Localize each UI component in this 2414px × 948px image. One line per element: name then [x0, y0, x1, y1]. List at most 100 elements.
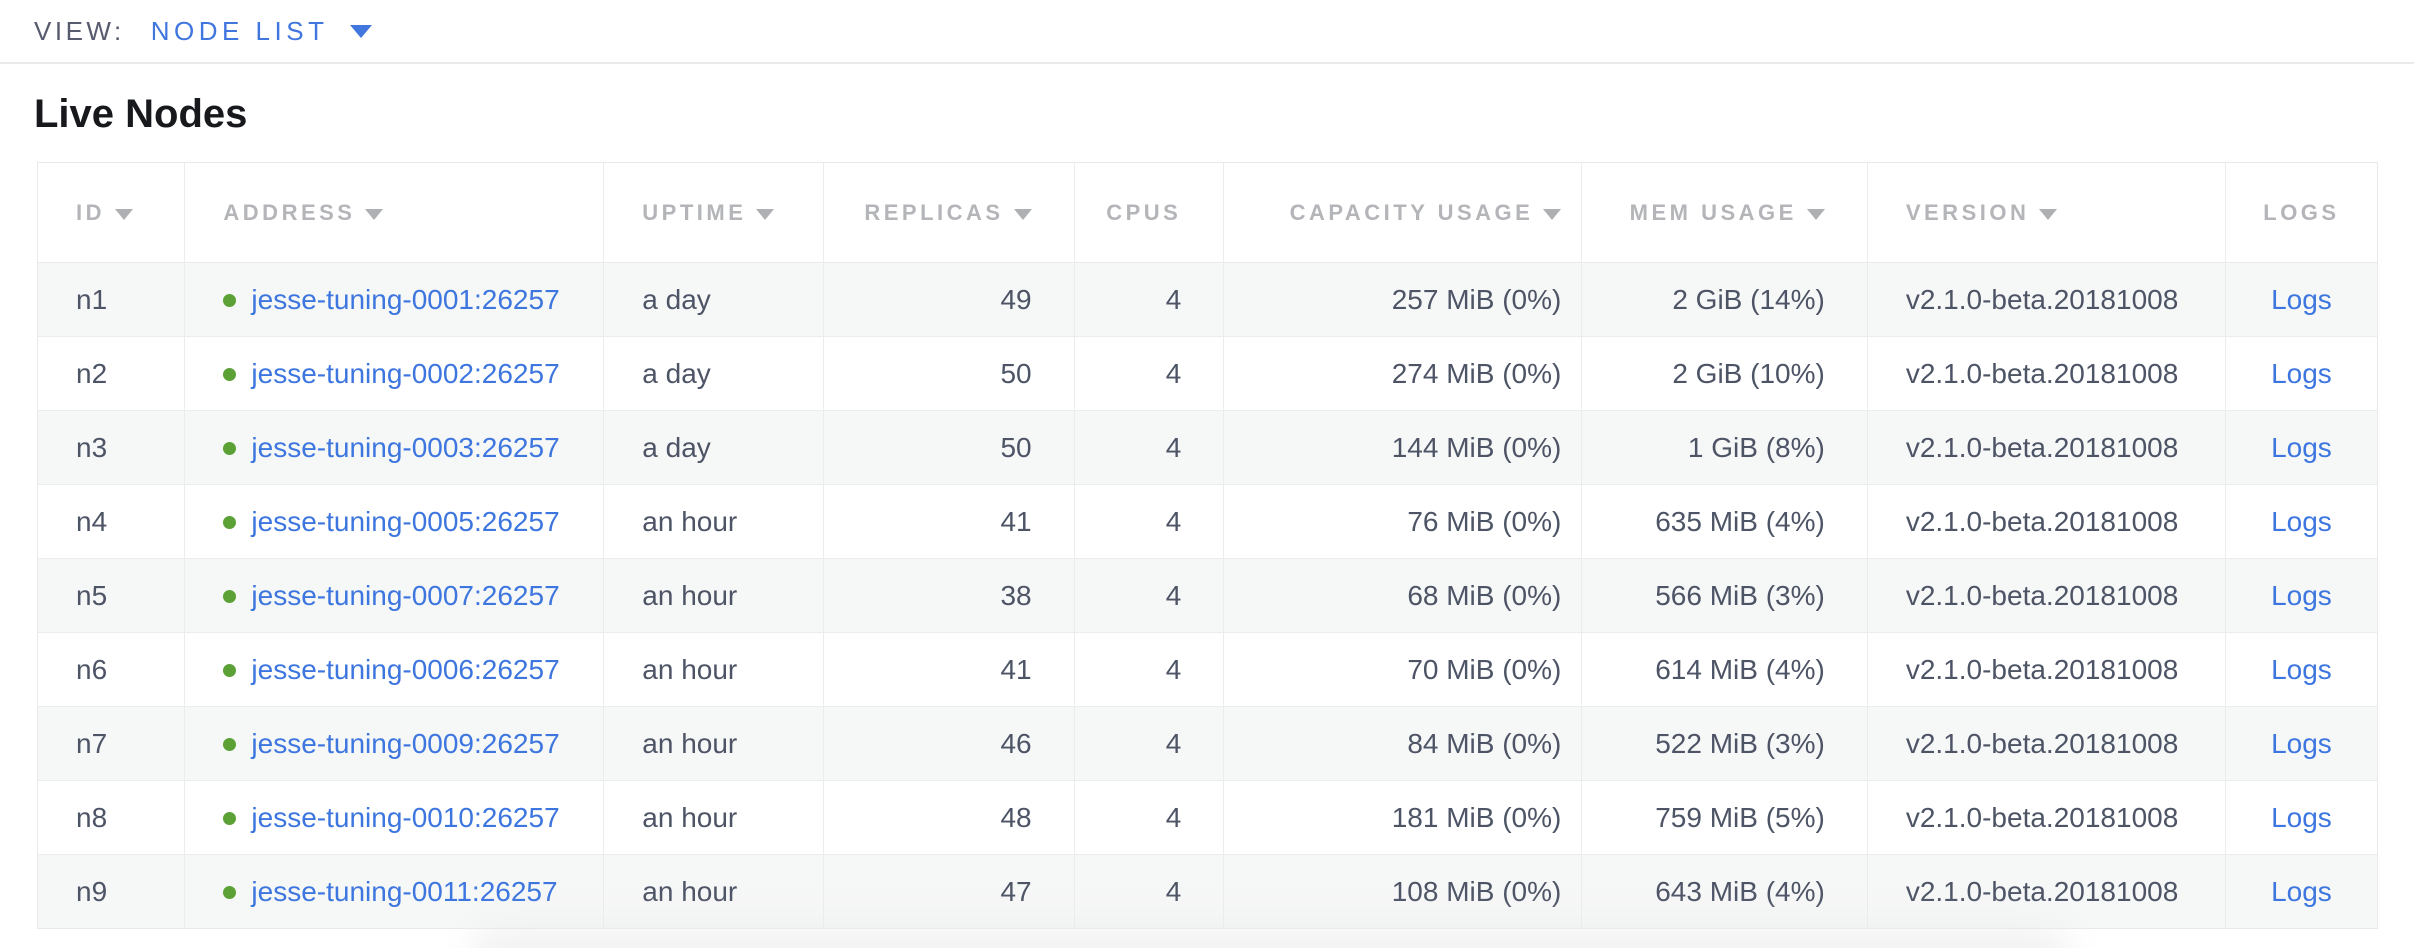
table-row: n2 jesse-tuning-0002:26257 a day 50 4 274 MiB…: [37, 336, 2378, 411]
cell-mem_usage: 2 GiB (14%): [1581, 262, 1868, 337]
node-status-icon: [223, 367, 237, 381]
cell-address: jesse-tuning-0005:26257: [184, 484, 605, 559]
column-header-id[interactable]: ID: [37, 162, 186, 263]
table-row: n1 jesse-tuning-0001:26257 a day 49 4 257 MiB…: [37, 262, 2378, 337]
cell-version: v2.1.0-beta.20181008: [1867, 558, 2226, 633]
cell-uptime: an hour: [603, 780, 825, 855]
cell-logs: Logs: [2225, 336, 2378, 411]
live-nodes-table-wrap: ID ADDRESS UPTIME REPLICAS CPUS CAPACITY USAG…: [37, 162, 2378, 929]
cell-mem_usage: 643 MiB (4%): [1581, 854, 1868, 929]
logs-link[interactable]: Logs: [2271, 727, 2332, 759]
cell-logs: Logs: [2225, 706, 2378, 781]
column-header-address[interactable]: ADDRESS: [184, 162, 605, 263]
logs-link[interactable]: Logs: [2271, 653, 2332, 685]
cell-uptime: a day: [603, 262, 825, 337]
node-address-link[interactable]: jesse-tuning-0001:26257: [251, 283, 560, 315]
sort-arrow-icon: [1806, 208, 1825, 220]
node-address-link[interactable]: jesse-tuning-0009:26257: [251, 727, 560, 759]
sort-arrow-icon: [1013, 208, 1032, 220]
column-header-version[interactable]: VERSION: [1867, 162, 2226, 263]
view-label: VIEW:: [34, 15, 125, 46]
cell-version: v2.1.0-beta.20181008: [1867, 484, 2226, 559]
cell-version: v2.1.0-beta.20181008: [1867, 854, 2226, 929]
cell-address: jesse-tuning-0006:26257: [184, 632, 605, 707]
cell-cpus: 4: [1074, 558, 1225, 633]
logs-link[interactable]: Logs: [2271, 505, 2332, 537]
table-row: n5 jesse-tuning-0007:26257 an hour 38 4 68 Mi…: [37, 558, 2378, 633]
cell-capacity_usage: 181 MiB (0%): [1223, 780, 1583, 855]
chevron-down-icon: [350, 24, 373, 38]
node-address-link[interactable]: jesse-tuning-0007:26257: [251, 579, 560, 611]
logs-link[interactable]: Logs: [2271, 579, 2332, 611]
node-address-link[interactable]: jesse-tuning-0005:26257: [251, 505, 560, 537]
cell-replicas: 41: [823, 484, 1075, 559]
sort-arrow-icon: [2039, 208, 2058, 220]
node-status-icon: [223, 811, 237, 825]
table-row: n8 jesse-tuning-0010:26257 an hour 48 4 181 M…: [37, 780, 2378, 855]
node-address-link[interactable]: jesse-tuning-0006:26257: [251, 653, 560, 685]
cell-replicas: 38: [823, 558, 1075, 633]
cell-replicas: 41: [823, 632, 1075, 707]
cell-logs: Logs: [2225, 854, 2378, 929]
sort-arrow-icon: [115, 208, 133, 220]
column-header-label: LOGS: [2263, 199, 2340, 225]
cell-replicas: 47: [823, 854, 1075, 929]
cell-cpus: 4: [1074, 632, 1225, 707]
node-status-icon: [223, 663, 237, 677]
cell-id: n2: [37, 336, 186, 411]
node-status-icon: [223, 885, 237, 899]
cell-id: n3: [37, 410, 186, 485]
page-title: Live Nodes: [34, 92, 248, 136]
column-header-label: VERSION: [1905, 199, 2030, 225]
cell-uptime: a day: [603, 410, 825, 485]
node-address-link[interactable]: jesse-tuning-0002:26257: [251, 357, 560, 389]
logs-link[interactable]: Logs: [2271, 801, 2332, 833]
logs-link[interactable]: Logs: [2271, 283, 2332, 315]
cell-mem_usage: 2 GiB (10%): [1581, 336, 1868, 411]
column-header-label: MEM USAGE: [1629, 199, 1797, 225]
cell-version: v2.1.0-beta.20181008: [1867, 410, 2226, 485]
sort-arrow-icon: [756, 208, 775, 220]
cell-mem_usage: 566 MiB (3%): [1581, 558, 1868, 633]
cell-id: n9: [37, 854, 186, 929]
logs-link[interactable]: Logs: [2271, 357, 2332, 389]
cell-replicas: 50: [823, 410, 1075, 485]
cell-uptime: an hour: [603, 484, 825, 559]
live-nodes-table: ID ADDRESS UPTIME REPLICAS CPUS CAPACITY USAG…: [37, 162, 2378, 929]
column-header-replicas[interactable]: REPLICAS: [823, 162, 1075, 263]
table-row: n9 jesse-tuning-0011:26257 an hour 47 4 108 M…: [37, 854, 2378, 929]
node-address-link[interactable]: jesse-tuning-0010:26257: [251, 801, 560, 833]
column-header-capacity_usage[interactable]: CAPACITY USAGE: [1223, 162, 1583, 263]
node-address-link[interactable]: jesse-tuning-0003:26257: [251, 431, 560, 463]
logs-link[interactable]: Logs: [2271, 875, 2332, 907]
cell-mem_usage: 759 MiB (5%): [1581, 780, 1868, 855]
column-header-label: ID: [76, 199, 105, 225]
cell-logs: Logs: [2225, 632, 2378, 707]
view-selector-dropdown[interactable]: NODE LIST: [151, 16, 373, 47]
sort-arrow-icon: [365, 208, 384, 220]
column-header-uptime[interactable]: UPTIME: [603, 162, 825, 263]
node-status-icon: [223, 441, 237, 455]
column-header-label: REPLICAS: [864, 199, 1004, 225]
cell-uptime: an hour: [603, 706, 825, 781]
column-header-label: CAPACITY USAGE: [1289, 199, 1534, 225]
node-address-link[interactable]: jesse-tuning-0011:26257: [251, 875, 558, 907]
node-status-icon: [223, 293, 237, 307]
column-header-mem_usage[interactable]: MEM USAGE: [1581, 162, 1868, 263]
table-row: n4 jesse-tuning-0005:26257 an hour 41 4 76 Mi…: [37, 484, 2378, 559]
cell-id: n6: [37, 632, 186, 707]
cell-uptime: an hour: [603, 854, 825, 929]
cell-capacity_usage: 76 MiB (0%): [1223, 484, 1583, 559]
logs-link[interactable]: Logs: [2271, 431, 2332, 463]
cell-id: n7: [37, 706, 186, 781]
cell-logs: Logs: [2225, 558, 2378, 633]
cell-mem_usage: 635 MiB (4%): [1581, 484, 1868, 559]
cell-replicas: 50: [823, 336, 1075, 411]
table-row: n7 jesse-tuning-0009:26257 an hour 46 4 84 Mi…: [37, 706, 2378, 781]
cell-version: v2.1.0-beta.20181008: [1867, 706, 2226, 781]
cell-address: jesse-tuning-0001:26257: [184, 262, 605, 337]
cell-id: n4: [37, 484, 186, 559]
table-header-row: ID ADDRESS UPTIME REPLICAS CPUS CAPACITY USAG…: [37, 162, 2378, 263]
cell-capacity_usage: 84 MiB (0%): [1223, 706, 1583, 781]
cell-cpus: 4: [1074, 780, 1225, 855]
